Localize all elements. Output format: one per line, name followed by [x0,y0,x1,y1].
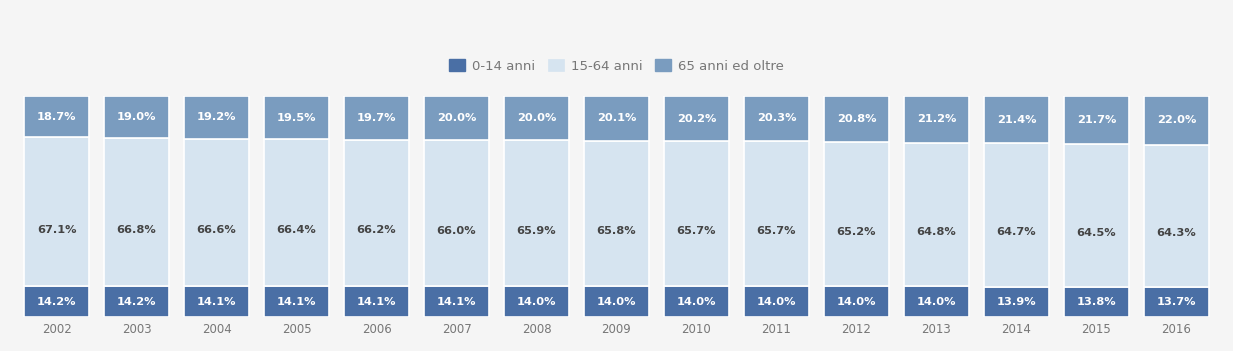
Bar [104,138,169,286]
Bar [504,286,570,317]
Text: 21.7%: 21.7% [1076,115,1116,125]
Text: 66.4%: 66.4% [276,225,317,235]
Text: 64.7%: 64.7% [996,227,1036,237]
Text: 21.4%: 21.4% [996,115,1036,125]
Text: 67.1%: 67.1% [37,225,76,234]
Bar [984,96,1049,143]
Bar [1064,287,1129,317]
Bar [583,141,650,286]
Text: 14.1%: 14.1% [197,297,237,307]
Bar [663,96,729,141]
Bar [184,139,249,286]
Bar [743,141,809,286]
Text: 14.0%: 14.0% [597,297,636,307]
Text: 20.1%: 20.1% [597,113,636,124]
Text: 19.0%: 19.0% [117,112,157,122]
Bar [424,96,490,140]
Bar [504,96,570,140]
Text: 20.2%: 20.2% [677,113,716,124]
Text: 14.0%: 14.0% [916,297,957,307]
Text: 22.0%: 22.0% [1157,115,1196,125]
Bar [184,96,249,139]
Text: 65.8%: 65.8% [597,226,636,236]
Bar [424,140,490,286]
Bar [344,286,409,317]
Bar [824,96,889,142]
Text: 19.7%: 19.7% [356,113,396,123]
Text: 65.9%: 65.9% [517,226,556,236]
Text: 20.8%: 20.8% [837,114,877,124]
Bar [663,286,729,317]
Text: 14.1%: 14.1% [436,297,476,307]
Bar [1064,96,1129,144]
Bar [1144,96,1210,145]
Bar [1144,145,1210,287]
Text: 21.2%: 21.2% [917,114,956,124]
Bar [23,286,89,317]
Text: 64.3%: 64.3% [1157,228,1196,238]
Bar [904,286,969,317]
Text: 14.1%: 14.1% [356,297,396,307]
Bar [264,96,329,139]
Text: 66.8%: 66.8% [117,225,157,235]
Bar [1144,287,1210,317]
Bar [104,96,169,138]
Bar [743,286,809,317]
Text: 64.8%: 64.8% [916,227,957,237]
Bar [824,142,889,286]
Bar [904,96,969,143]
Bar [23,137,89,286]
Text: 19.5%: 19.5% [276,113,317,122]
Text: 20.0%: 20.0% [436,113,476,123]
Bar [184,286,249,317]
Bar [824,286,889,317]
Text: 65.7%: 65.7% [757,226,797,236]
Bar [583,96,650,141]
Text: 20.0%: 20.0% [517,113,556,123]
Text: 65.7%: 65.7% [677,226,716,236]
Text: 14.0%: 14.0% [517,297,556,307]
Text: 65.2%: 65.2% [837,226,877,237]
Legend: 0-14 anni, 15-64 anni, 65 anni ed oltre: 0-14 anni, 15-64 anni, 65 anni ed oltre [444,54,789,78]
Text: 14.0%: 14.0% [677,297,716,307]
Text: 20.3%: 20.3% [757,113,797,124]
Text: 64.5%: 64.5% [1076,227,1116,238]
Bar [424,286,490,317]
Text: 19.2%: 19.2% [197,112,237,122]
Bar [663,141,729,286]
Bar [583,286,650,317]
Text: 13.7%: 13.7% [1157,297,1196,307]
Text: 13.8%: 13.8% [1076,297,1116,307]
Text: 66.2%: 66.2% [356,225,396,236]
Bar [504,140,570,286]
Bar [1064,144,1129,287]
Bar [984,287,1049,317]
Text: 14.1%: 14.1% [276,297,317,307]
Text: 14.0%: 14.0% [757,297,797,307]
Text: 66.0%: 66.0% [436,226,476,236]
Bar [984,143,1049,287]
Text: 14.2%: 14.2% [117,297,157,307]
Bar [904,143,969,286]
Bar [264,286,329,317]
Text: 66.6%: 66.6% [197,225,237,235]
Bar [344,140,409,286]
Bar [23,96,89,137]
Bar [264,139,329,286]
Bar [743,96,809,141]
Text: 18.7%: 18.7% [37,112,76,122]
Bar [344,96,409,140]
Bar [104,286,169,317]
Text: 14.2%: 14.2% [37,297,76,307]
Text: 14.0%: 14.0% [837,297,877,307]
Text: 13.9%: 13.9% [996,297,1036,307]
